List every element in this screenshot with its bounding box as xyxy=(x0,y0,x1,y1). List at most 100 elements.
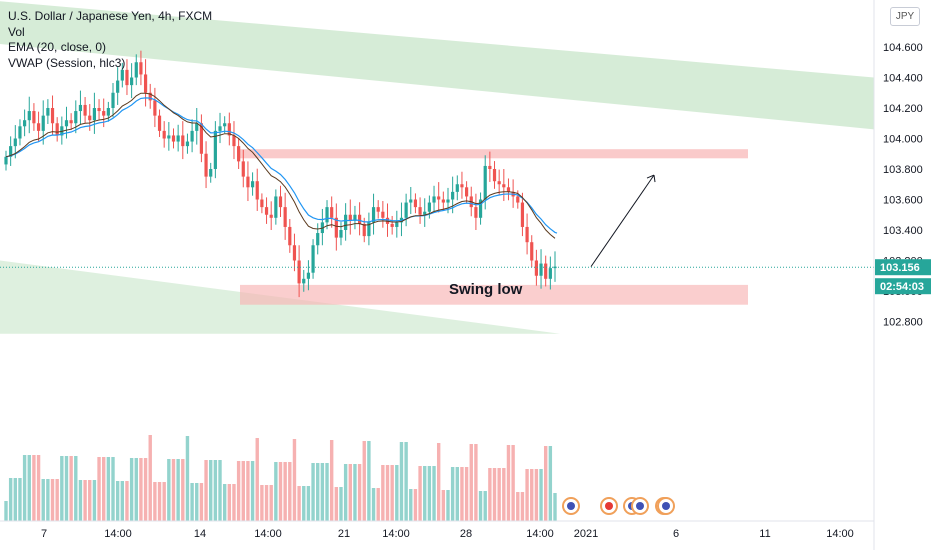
resistance-zone xyxy=(240,149,748,159)
candle-body xyxy=(111,92,115,108)
candle-body xyxy=(232,135,236,147)
candle-body xyxy=(36,123,41,131)
volume-bar xyxy=(520,492,525,521)
volume-bar xyxy=(413,489,418,521)
currency-button[interactable]: JPY xyxy=(890,7,920,26)
candle-body xyxy=(195,123,199,131)
candle-body xyxy=(199,123,204,154)
symbol-title: U.S. Dollar / Japanese Yen, 4h, FXCM xyxy=(8,9,213,23)
candle-body xyxy=(371,207,376,223)
volume-bar xyxy=(450,467,455,521)
volume-bar xyxy=(222,484,227,521)
event-flag-icon xyxy=(662,502,670,510)
y-tick-label: 104.000 xyxy=(883,134,923,146)
candle-body xyxy=(506,187,511,192)
volume-bar xyxy=(199,483,204,521)
volume-bar xyxy=(92,480,97,521)
candle-body xyxy=(534,260,538,276)
last-price-tag xyxy=(875,259,931,276)
volume-bar xyxy=(329,440,334,521)
volume-bar xyxy=(423,466,427,521)
ema-line xyxy=(5,97,558,234)
candle-body xyxy=(423,211,427,215)
volume-bar xyxy=(8,478,13,521)
volume-bar xyxy=(264,485,269,521)
candle-body xyxy=(74,111,78,124)
y-tick-label: 103.400 xyxy=(883,225,923,237)
candle-body xyxy=(525,226,529,243)
candle-body xyxy=(250,181,255,188)
candle-body xyxy=(143,74,148,93)
y-tick-label: 104.200 xyxy=(883,103,923,115)
candle-body xyxy=(223,123,227,127)
volume-bar xyxy=(399,442,404,521)
volume-bar xyxy=(334,487,339,521)
candle-body xyxy=(311,245,315,273)
candle-body xyxy=(190,130,194,142)
volume-bar xyxy=(483,491,487,521)
last-price-text: 103.156 xyxy=(880,262,920,274)
candle-body xyxy=(520,202,525,227)
volume-bar xyxy=(418,466,422,521)
candle-body xyxy=(357,214,362,224)
volume-bar xyxy=(185,436,190,521)
volume-bar xyxy=(153,482,157,521)
candle-body xyxy=(167,135,171,139)
volume-bar xyxy=(283,462,287,521)
candle-body xyxy=(353,214,357,221)
candle-body xyxy=(139,62,143,75)
candle-body xyxy=(255,181,259,200)
candle-body xyxy=(97,108,101,112)
candle-body xyxy=(4,156,8,165)
volume-bar xyxy=(218,460,222,521)
candle-body xyxy=(488,165,492,169)
volume-bar xyxy=(525,469,529,521)
volume-bar xyxy=(404,442,408,521)
volume-bar xyxy=(316,463,320,521)
volume-bar xyxy=(534,469,539,521)
indicator-vol[interactable]: Vol xyxy=(8,24,25,39)
candle-body xyxy=(260,199,264,208)
volume-bar xyxy=(148,435,152,521)
candle-body xyxy=(92,108,96,121)
volume-bar xyxy=(432,466,436,521)
candle-body xyxy=(418,207,422,215)
candle-body xyxy=(106,108,110,116)
volume-bar xyxy=(134,458,138,521)
volume-bar xyxy=(250,461,255,521)
indicator-ema[interactable]: EMA (20, close, 0) xyxy=(8,40,107,54)
volume-bar xyxy=(69,456,73,521)
volume-bar xyxy=(129,458,134,521)
volume-bar xyxy=(213,460,218,521)
candle-body xyxy=(237,146,241,162)
x-tick-label: 14:00 xyxy=(826,528,854,540)
candle-body xyxy=(213,130,217,169)
volume-bars xyxy=(4,435,557,521)
indicator-lines xyxy=(0,92,874,268)
y-tick-label: 102.800 xyxy=(883,317,923,329)
candle-body xyxy=(325,207,329,223)
volume-bar xyxy=(436,443,441,521)
volume-bar xyxy=(115,481,120,521)
candle-body xyxy=(102,111,106,116)
volume-bar xyxy=(390,465,394,521)
indicator-vwap[interactable]: VWAP (Session, hlc3) xyxy=(8,55,126,70)
candle-body xyxy=(9,146,13,157)
volume-bar xyxy=(190,483,194,521)
candle-body xyxy=(306,272,311,279)
candle-body xyxy=(162,130,166,139)
volume-bar xyxy=(64,456,69,521)
volume-bar xyxy=(22,455,27,521)
volume-bar xyxy=(497,468,501,521)
volume-bar xyxy=(488,468,492,521)
x-tick-label: 6 xyxy=(673,528,679,540)
volume-bar xyxy=(236,461,241,521)
candle-body xyxy=(41,115,45,131)
volume-bar xyxy=(106,457,111,521)
volume-bar xyxy=(320,463,325,521)
volume-bar xyxy=(297,486,301,521)
vwap-line xyxy=(5,92,556,239)
candle-body xyxy=(492,169,497,182)
event-flag-icon xyxy=(605,502,613,510)
